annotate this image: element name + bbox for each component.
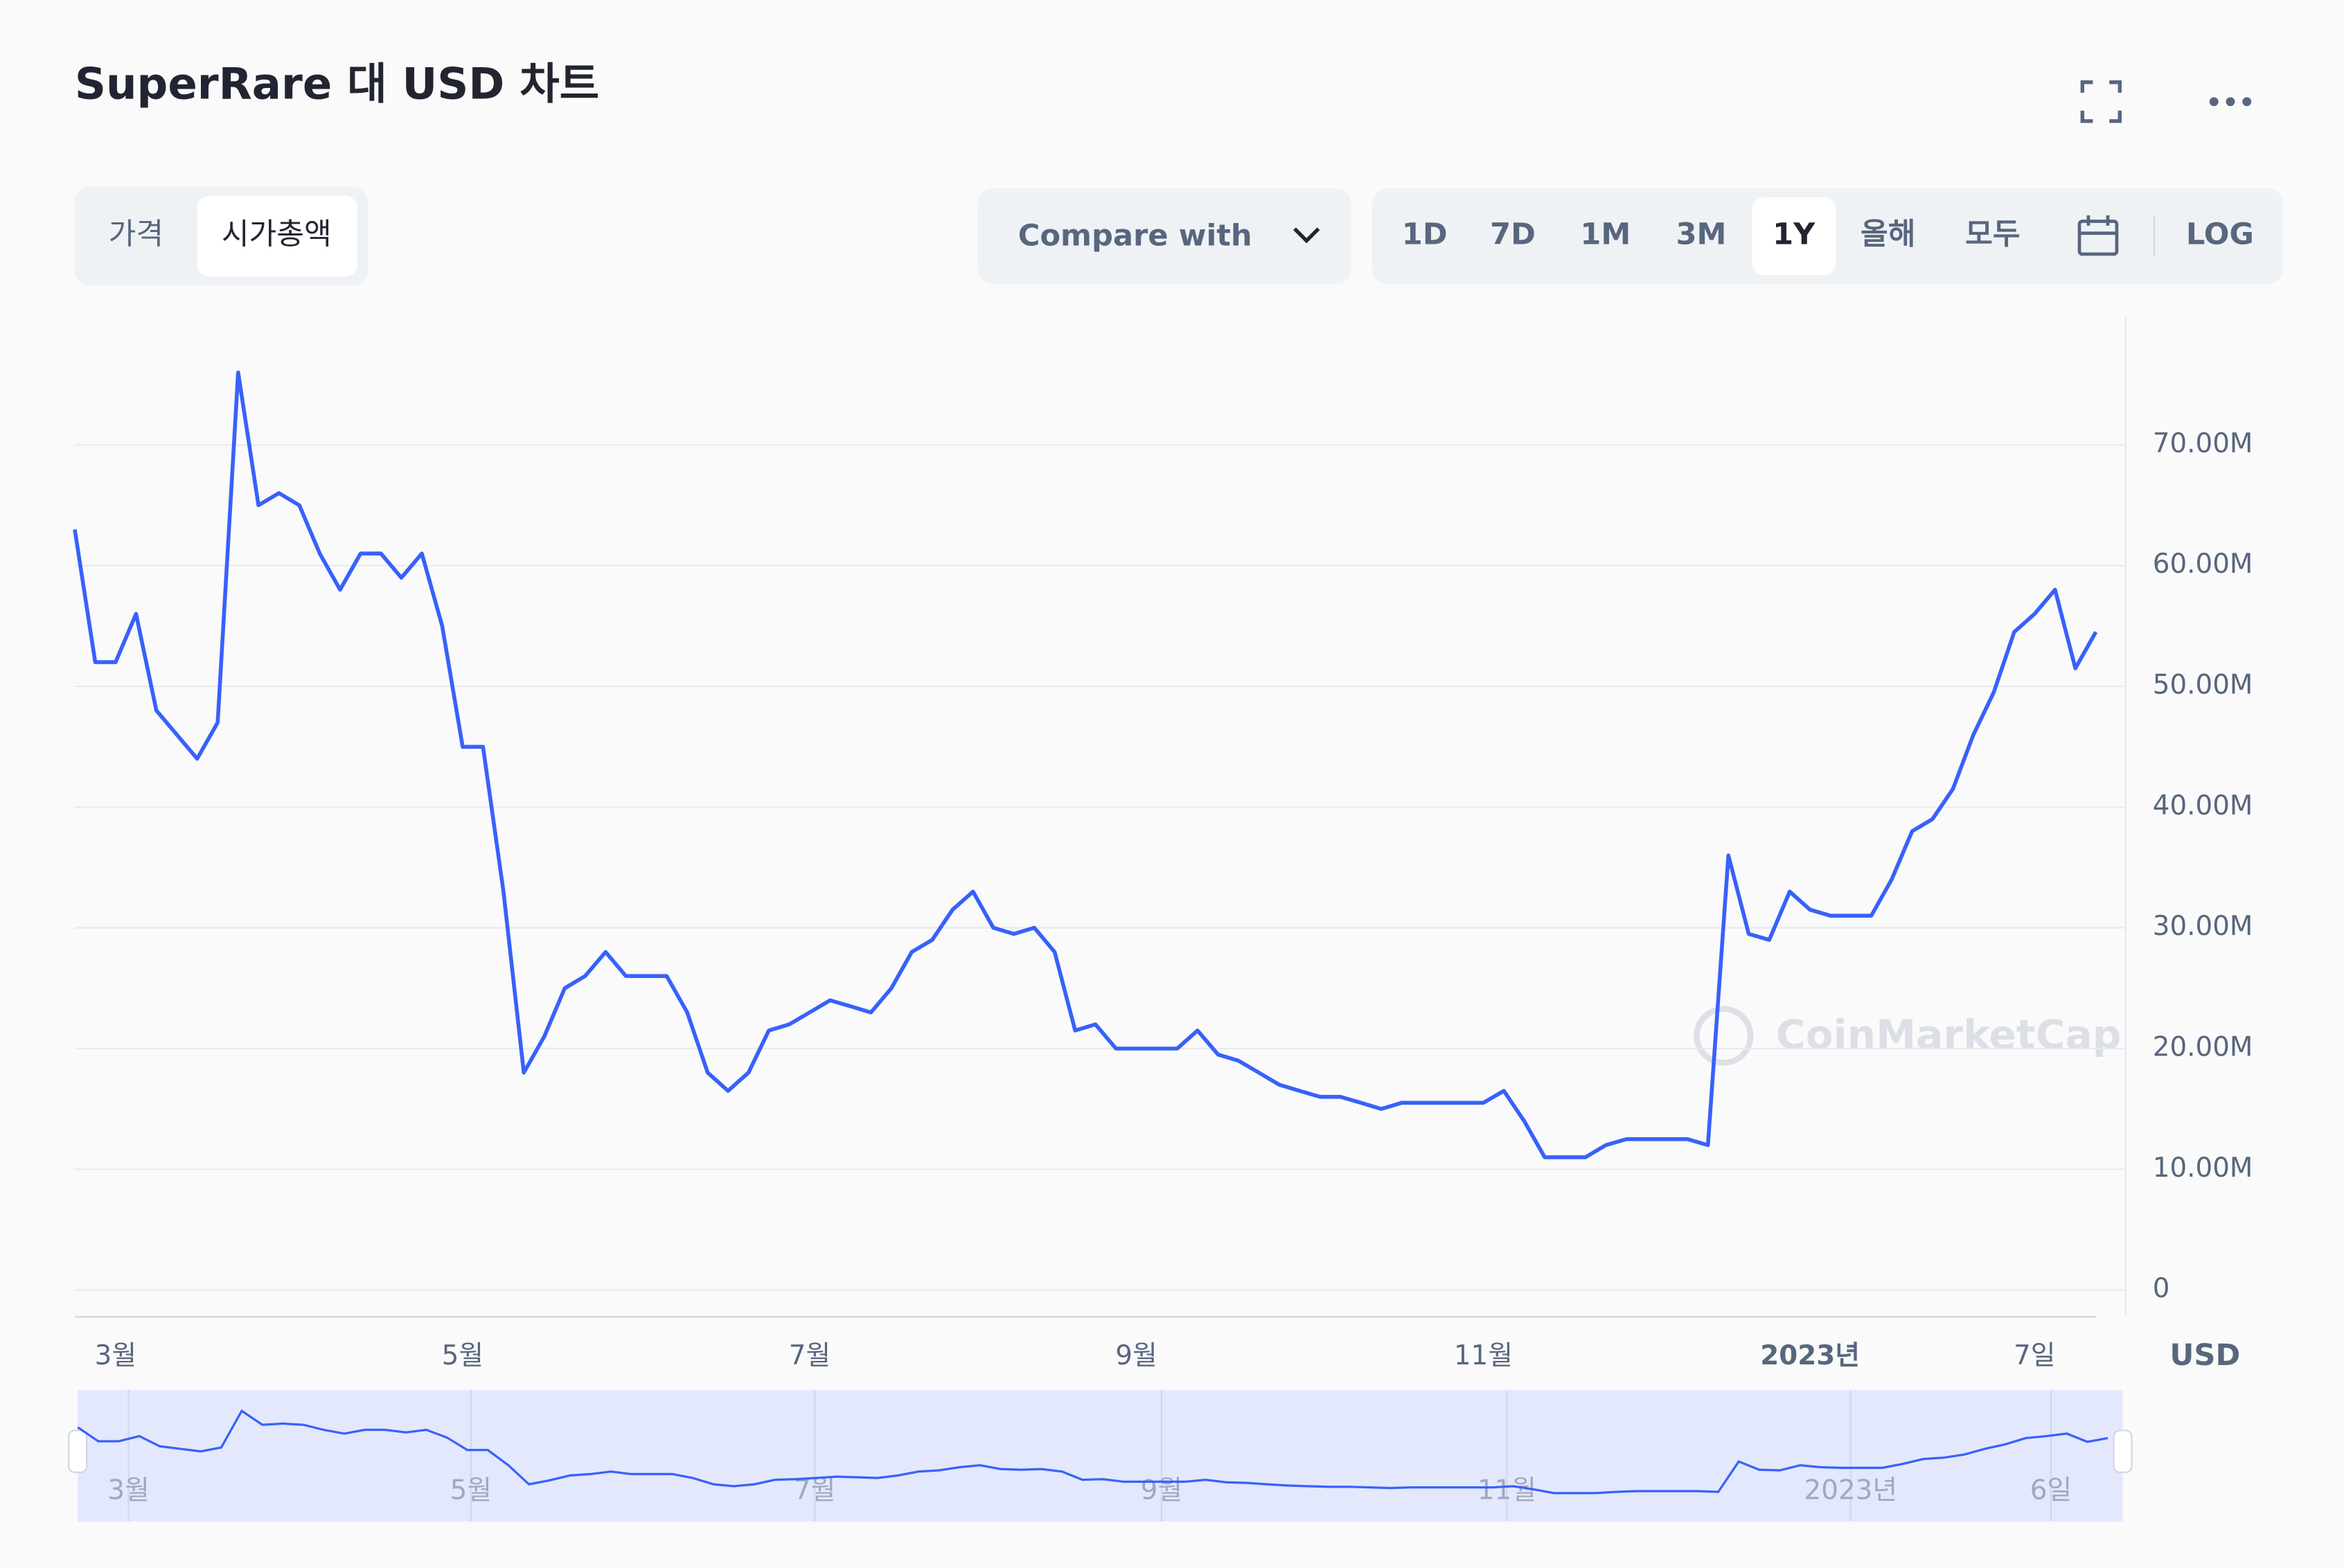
navigator-label: 9월: [1141, 1475, 1182, 1506]
x-tick-label: 7월: [789, 1340, 831, 1371]
line-series: [73, 371, 2098, 1159]
watermark: CoinMarketCap: [1694, 1006, 2122, 1066]
y-tick-label: 70.00M: [2153, 428, 2253, 459]
tab[interactable]: 가격: [109, 217, 163, 252]
compare-label: Compare with: [1018, 219, 1252, 253]
chart-title: SuperRare 대 USD 차트: [75, 58, 599, 109]
x-tick-label: 9월: [1115, 1340, 1157, 1371]
navigator[interactable]: [78, 1390, 2123, 1522]
navigator-label: 2023년: [1804, 1475, 1898, 1506]
watermark-text: CoinMarketCap: [1776, 1011, 2122, 1058]
navigator-handle[interactable]: [68, 1429, 88, 1473]
navigator-label: 5월: [450, 1475, 492, 1506]
fullscreen-icon[interactable]: [2080, 80, 2122, 123]
y-tick-label: 40.00M: [2153, 790, 2253, 821]
range-button[interactable]: 3M: [1676, 217, 1726, 252]
compare-dropdown[interactable]: [977, 188, 1351, 285]
y-tick-label: 60.00M: [2153, 549, 2253, 580]
y-tick-label: 30.00M: [2153, 911, 2253, 942]
navigator-label: 11월: [1477, 1475, 1536, 1506]
range-button[interactable]: 7D: [1490, 217, 1536, 252]
range-button[interactable]: 1Y: [1773, 217, 1815, 252]
x-tick-label: 5월: [442, 1340, 483, 1371]
range-button[interactable]: 1D: [1402, 217, 1448, 252]
x-tick-label: 3월: [95, 1340, 136, 1371]
y-tick-label: 10.00M: [2153, 1152, 2253, 1184]
more-icon[interactable]: [2209, 97, 2252, 107]
log-button[interactable]: LOG: [2186, 217, 2254, 252]
navigator-line: [77, 1409, 2108, 1495]
dropdown-arrow: [1293, 227, 1320, 244]
x-tick-label: 11월: [1454, 1340, 1513, 1371]
currency-label: USD: [2169, 1338, 2240, 1373]
range-button[interactable]: 올해: [1861, 217, 1915, 252]
tab[interactable]: 시가총액: [222, 217, 332, 252]
tab-selected-bg: [197, 195, 357, 277]
x-tick-label: 2023년: [1760, 1340, 1860, 1371]
x-tick-label: 7일: [2014, 1340, 2055, 1371]
navigator-handle[interactable]: [2113, 1429, 2133, 1473]
range-button[interactable]: 모두: [1965, 217, 2020, 252]
range-selected-bg: [1752, 197, 1836, 276]
y-tick-label: 20.00M: [2153, 1031, 2253, 1062]
navigator-label: 6일: [2030, 1475, 2072, 1506]
navigator-label: 3월: [107, 1475, 149, 1506]
range-button[interactable]: 1M: [1580, 217, 1631, 252]
y-tick-label: 50.00M: [2153, 670, 2253, 701]
calendar-icon[interactable]: [2077, 215, 2119, 256]
y-tick-label: 0: [2153, 1273, 2170, 1304]
